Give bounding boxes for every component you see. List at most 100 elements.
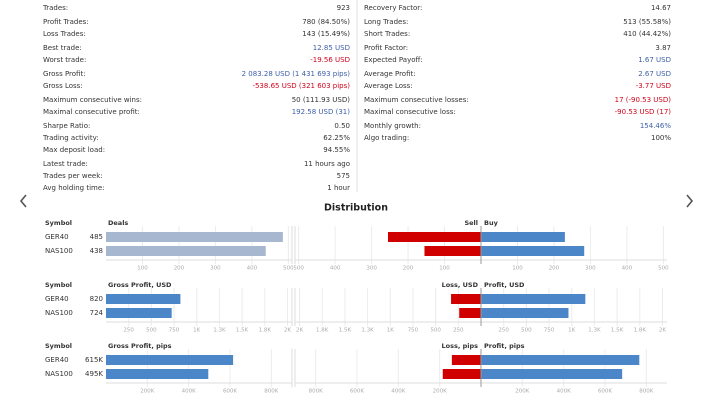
stat-value: 192.58 USD (31) <box>292 108 351 116</box>
x-tick-label: 500 <box>521 328 532 334</box>
x-tick-label: 500 <box>430 328 441 334</box>
symbol: GER40 <box>45 295 69 303</box>
x-tick-label: 400K <box>182 389 196 395</box>
neg-bar <box>442 369 481 379</box>
value-label: 495K <box>85 370 103 378</box>
symbol: NAS100 <box>45 309 73 317</box>
pos-bar <box>481 355 640 365</box>
bar <box>106 246 266 256</box>
x-tick-label: 2K <box>284 328 291 334</box>
x-tick-label: 800K <box>639 389 653 395</box>
stat-label: Avg holding time: <box>43 184 105 192</box>
next-arrow[interactable] <box>686 194 694 208</box>
left-title: Gross Profit, USD <box>108 281 172 289</box>
x-tick-label: 2K <box>659 328 666 334</box>
value-label: 438 <box>90 247 103 255</box>
x-tick-label: 250 <box>123 328 134 334</box>
stat-value: 1.67 USD <box>638 56 671 64</box>
x-tick-label: 600K <box>598 389 612 395</box>
value-label: 615K <box>85 356 103 364</box>
x-tick-label: 500 <box>293 266 304 272</box>
x-tick-label: 1.8K <box>634 328 647 334</box>
stat-value: 11 hours ago <box>304 160 350 168</box>
x-tick-label: 100 <box>137 266 148 272</box>
x-tick-label: 250 <box>498 328 509 334</box>
stat-value: 100% <box>651 134 671 142</box>
stat-label: Worst trade: <box>43 56 86 64</box>
pos-bar <box>481 232 565 242</box>
x-tick-label: 1.5K <box>611 328 624 334</box>
stat-label: Gross Profit: <box>43 70 86 78</box>
pos-title: Profit, pips <box>484 342 525 350</box>
x-tick-label: 200K <box>433 389 447 395</box>
symbol: GER40 <box>45 356 69 364</box>
distribution-title: Distribution <box>324 203 388 214</box>
stat-value: 923 <box>337 4 350 12</box>
stat-label: Gross Loss: <box>43 82 83 90</box>
stat-value: 3.87 <box>655 44 671 52</box>
neg-bar <box>451 355 481 365</box>
x-tick-label: 1.3K <box>361 328 374 334</box>
stat-label: Profit Trades: <box>43 18 89 26</box>
x-tick-label: 600K <box>223 389 237 395</box>
neg-bar <box>459 308 481 318</box>
x-tick-label: 400 <box>622 266 633 272</box>
x-tick-label: 300 <box>210 266 221 272</box>
stat-label: Maximum consecutive losses: <box>364 96 469 104</box>
stat-label: Latest trade: <box>43 160 88 168</box>
stat-value: -538.65 USD (321 603 pips) <box>252 82 350 90</box>
stat-label: Loss Trades: <box>43 30 86 38</box>
stat-value: 513 (55.58%) <box>623 18 671 26</box>
x-tick-label: 300 <box>366 266 377 272</box>
bar <box>106 294 181 304</box>
x-tick-label: 2K <box>296 328 303 334</box>
bar <box>106 355 234 365</box>
left-title: Gross Profit, pips <box>108 342 172 350</box>
x-tick-label: 1.5K <box>339 328 352 334</box>
symbol-header: Symbol <box>45 281 72 289</box>
x-tick-label: 1.8K <box>316 328 329 334</box>
x-tick-label: 1K <box>193 328 200 334</box>
x-tick-label: 1.3K <box>213 328 226 334</box>
x-tick-label: 800K <box>309 389 323 395</box>
bar <box>106 369 209 379</box>
x-tick-label: 100 <box>439 266 450 272</box>
x-tick-label: 1K <box>568 328 575 334</box>
prev-arrow[interactable] <box>19 194 27 208</box>
stat-label: Monthly growth: <box>364 122 421 130</box>
value-label: 485 <box>90 233 103 241</box>
stat-label: Trades per week: <box>42 172 103 180</box>
stat-label: Average Loss: <box>364 82 413 90</box>
x-tick-label: 800K <box>264 389 278 395</box>
x-tick-label: 1.5K <box>236 328 249 334</box>
x-tick-label: 400 <box>330 266 341 272</box>
x-tick-label: 400 <box>247 266 258 272</box>
x-tick-label: 250 <box>453 328 464 334</box>
bar <box>106 308 172 318</box>
stat-label: Expected Payoff: <box>364 56 423 64</box>
stat-label: Maximum consecutive wins: <box>43 96 142 104</box>
stat-value: -90.53 USD (17) <box>615 108 672 116</box>
stat-value: 12.85 USD <box>313 44 350 52</box>
symbol-header: Symbol <box>45 342 72 350</box>
stat-value: 1 hour <box>327 184 350 192</box>
stat-label: Long Trades: <box>364 18 408 26</box>
left-title: Deals <box>108 219 128 227</box>
pos-title: Buy <box>484 219 499 227</box>
neg-bar <box>451 294 481 304</box>
stat-value: 50 (111.93 USD) <box>292 96 351 104</box>
x-tick-label: 200K <box>515 389 529 395</box>
stat-value: 2.67 USD <box>638 70 671 78</box>
x-tick-label: 1K <box>387 328 394 334</box>
stat-value: 14.67 <box>651 4 671 12</box>
stat-value: 575 <box>337 172 350 180</box>
stat-label: Trades: <box>42 4 68 12</box>
neg-title: Loss, pips <box>442 342 479 350</box>
stat-value: 143 (15.49%) <box>302 30 350 38</box>
x-tick-label: 100 <box>512 266 523 272</box>
x-tick-label: 400K <box>557 389 571 395</box>
x-tick-label: 1.3K <box>588 328 601 334</box>
stat-label: Average Profit: <box>364 70 416 78</box>
x-tick-label: 300 <box>585 266 596 272</box>
stat-value: 2 083.28 USD (1 431 693 pips) <box>242 70 351 78</box>
